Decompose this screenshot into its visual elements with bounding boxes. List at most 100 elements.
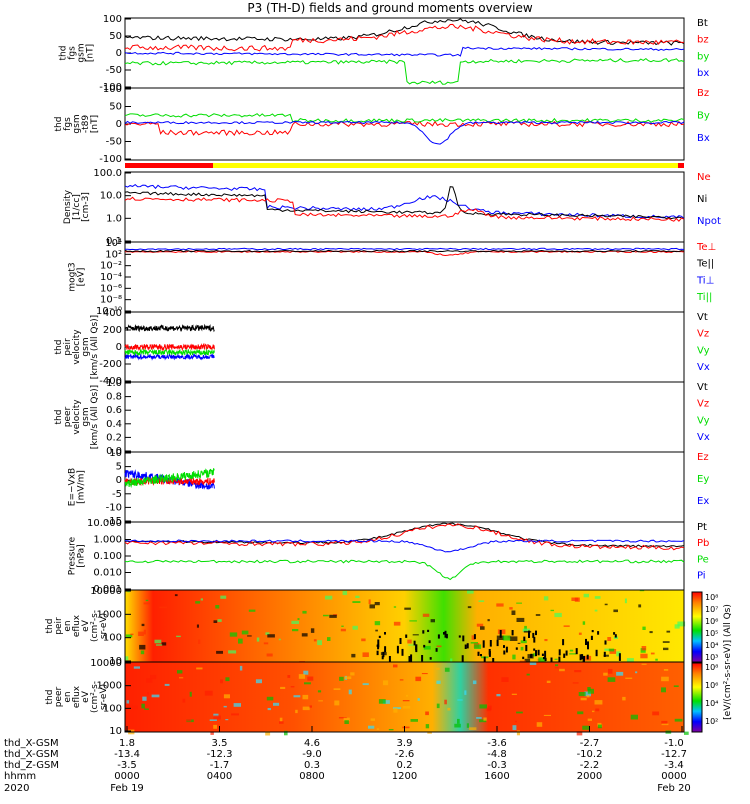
status-bar-red-end <box>678 163 684 168</box>
spectrogram-cell <box>186 719 192 722</box>
spectrogram-cell <box>150 674 157 680</box>
y-tick-label: 0.2 <box>106 432 122 443</box>
colorbar-upper <box>691 591 703 663</box>
spectrogram-dark-cell <box>603 651 606 657</box>
spectrogram-cell <box>577 711 584 715</box>
spectrogram-dark-cell <box>415 644 418 651</box>
spectrogram-cell <box>524 625 527 631</box>
panel-density: 100.0 10.0 1.0 0.1 Density [1/cc] [cm-3] Ne Ni Np… <box>63 168 721 247</box>
panel-frame <box>124 381 685 453</box>
legend-Ti⊥: Ti⊥ <box>696 275 714 286</box>
spectrogram-dark-cell <box>558 656 561 663</box>
spectrogram-cell <box>225 677 230 682</box>
spectrogram-cell <box>204 690 213 696</box>
spectrogram-cell <box>138 631 144 636</box>
spectrogram-cell <box>174 594 178 597</box>
spectrogram-cell <box>287 675 291 678</box>
y-tick-label: 10000 <box>90 586 122 597</box>
spectrogram-dark-cell <box>462 635 465 642</box>
ephemeris-value: -3.4 <box>664 760 684 771</box>
spectrogram-dark-cell <box>591 630 594 633</box>
legend-Ti||: Ti|| <box>696 292 712 303</box>
spectrogram-cell <box>302 610 307 614</box>
spectrogram-dark-cell <box>575 648 578 655</box>
spectrogram-cell <box>369 604 375 609</box>
legend-Pi: Pi <box>697 571 706 582</box>
y-tick-label: 10 <box>109 448 122 459</box>
x-axis-group: thd_X-GSM 1.8 3.5 4.6 3.9 -3.6 -2.7 -1.0 thd_X-G… <box>4 726 691 794</box>
spectrogram-cell <box>486 707 491 712</box>
spectrogram-dark-cell <box>515 647 518 650</box>
spectrogram-cell <box>516 602 522 604</box>
spectrogram-dark-cell <box>503 645 505 648</box>
spectrogram-cell <box>231 713 239 716</box>
spectrogram-cell <box>145 599 149 602</box>
spectrogram-cell <box>587 687 591 691</box>
legend-Ne: Ne <box>697 172 711 183</box>
y-tick-label: 10⁴ <box>105 238 122 249</box>
legend-Vz: Vz <box>697 399 709 410</box>
spectrogram-dark-cell <box>595 649 598 657</box>
legend-Ni: Ni <box>697 194 707 205</box>
spectrogram-cell <box>339 676 344 681</box>
spectrogram-cell <box>278 638 281 641</box>
colorbar-tick-label: 10⁵ <box>705 629 718 638</box>
spectrogram-cell <box>267 634 275 638</box>
spectrogram-cell <box>661 720 668 725</box>
spectrogram-cell <box>635 671 638 674</box>
spectrogram-cell <box>607 677 616 682</box>
legend-Vz: Vz <box>697 329 709 340</box>
ephemeris-value: -1.0 <box>664 738 684 749</box>
y-axis-label-line: (cm²-s- <box>90 610 100 642</box>
spectrogram-cell <box>472 680 477 685</box>
ephemeris-value: 3.5 <box>212 738 228 749</box>
ephemeris-row-label: hhmm <box>4 771 36 782</box>
spectrogram-cell <box>625 677 633 679</box>
y-axis-label-line: peer <box>63 406 73 427</box>
spectrogram-cell <box>147 692 149 695</box>
spectrogram-cell <box>661 723 669 726</box>
ephemeris-value: 0400 <box>207 771 232 782</box>
y-axis-label-line: E=−VxB <box>68 468 78 506</box>
spectrogram-dark-cell <box>384 632 386 635</box>
spectrogram-cell <box>265 632 270 635</box>
spectrogram-cell <box>284 730 288 736</box>
spectrogram-cell <box>225 719 229 721</box>
y-axis-label-line: mogt3 <box>68 262 78 291</box>
y-axis-label-line: thd <box>54 340 64 355</box>
spectrogram-cell <box>307 676 314 681</box>
spectrogram-cell <box>425 724 430 729</box>
spectrogram-cell <box>256 637 260 642</box>
spectrogram-dark-cell <box>378 635 381 638</box>
spectrogram-cell <box>263 642 269 645</box>
spectrogram-cell <box>661 687 666 693</box>
spectrogram-dark-cell <box>499 630 502 638</box>
spectrogram-cell <box>125 656 129 661</box>
spectrogram-dark-cell <box>528 630 530 638</box>
spectrogram-cell <box>466 723 469 728</box>
spectrogram-dark-cell <box>550 657 553 665</box>
y-axis-label-line: peir <box>54 617 64 635</box>
spectrogram-cell <box>362 652 369 657</box>
ephemeris-value: -12.7 <box>661 749 687 760</box>
legend-Bx: Bx <box>697 133 710 144</box>
y-tick-label: 0 <box>116 475 122 486</box>
spectrogram-cell <box>587 688 594 694</box>
spectrogram-cell <box>538 657 547 663</box>
spectrogram-cell <box>652 711 660 716</box>
spectrogram-cell <box>141 623 145 627</box>
y-tick-label: 10 <box>109 726 122 737</box>
ephemeris-value: 0.3 <box>304 760 320 771</box>
legend-Ey: Ey <box>697 474 709 485</box>
legend-Vx: Vx <box>697 362 710 373</box>
y-tick-label: 100 <box>103 84 122 95</box>
y-axis-label-line: gsm <box>81 407 91 426</box>
trace-line <box>124 522 685 548</box>
spectrogram-cell <box>220 595 227 599</box>
spectrogram-dark-cell <box>590 635 593 640</box>
spectrogram-cell <box>344 676 352 679</box>
spectrogram-cell <box>423 645 431 650</box>
spectrogram-dark-cell <box>618 653 621 661</box>
spectrogram-cell <box>592 710 595 713</box>
